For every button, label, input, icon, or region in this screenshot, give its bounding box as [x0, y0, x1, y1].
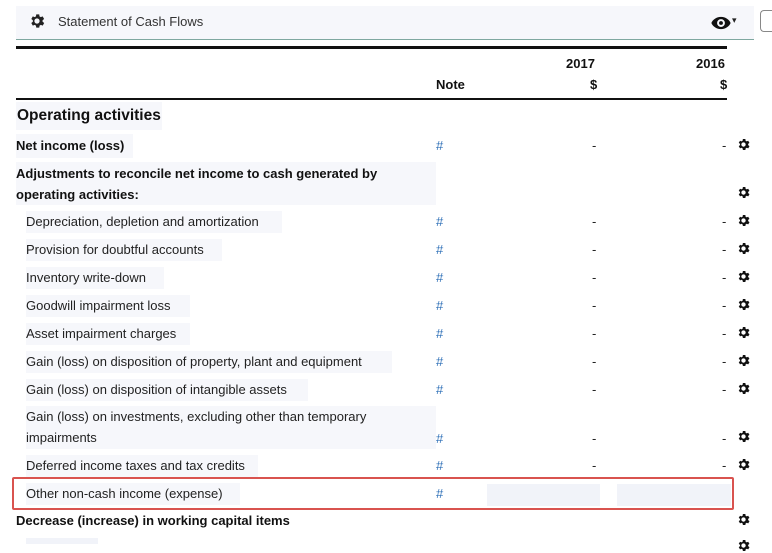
gear-icon[interactable]	[736, 269, 751, 284]
column-year-2016: 2016	[696, 56, 725, 71]
row-asset-impairment-label: Asset impairment charges	[26, 323, 190, 345]
value-2016: -	[722, 431, 727, 446]
value-2016-input[interactable]	[617, 484, 731, 506]
gear-icon[interactable]	[736, 381, 751, 396]
row-other-noncash-label: Other non-cash income (expense)	[26, 483, 240, 505]
value-2017: -	[592, 326, 597, 341]
note-link[interactable]: #	[436, 354, 444, 369]
row-goodwill-impairment-label: Goodwill impairment loss	[26, 295, 190, 317]
next-row-label-stub	[26, 538, 98, 544]
row-gain-investments-label: Gain (loss) on investments, excluding ot…	[26, 406, 436, 449]
section-operating-activities: Operating activities	[16, 102, 162, 130]
note-link[interactable]: #	[436, 242, 444, 257]
gear-icon[interactable]	[736, 325, 751, 340]
column-year-2017: 2017	[566, 56, 595, 71]
value-2016: -	[722, 270, 727, 285]
selected-row-highlight	[12, 477, 734, 510]
row-deferred-taxes-label: Deferred income taxes and tax credits	[26, 455, 258, 477]
note-link[interactable]: #	[436, 382, 444, 397]
value-2017: -	[592, 354, 597, 369]
row-doubtful-accounts-label: Provision for doubtful accounts	[26, 239, 222, 261]
value-2016: -	[722, 298, 727, 313]
comment-panel-icon[interactable]	[760, 10, 772, 32]
value-2017-input[interactable]	[487, 484, 600, 506]
gear-icon[interactable]	[736, 185, 751, 200]
gear-icon[interactable]	[736, 457, 751, 472]
column-note: Note	[436, 77, 465, 92]
row-inventory-writedown-label: Inventory write-down	[26, 267, 164, 289]
gear-icon[interactable]	[736, 512, 751, 527]
value-2016: -	[722, 242, 727, 257]
value-2017: -	[592, 242, 597, 257]
gear-icon[interactable]	[736, 241, 751, 256]
table-top-rule	[16, 46, 727, 49]
value-2016: -	[722, 326, 727, 341]
value-2017: -	[592, 138, 597, 153]
page-title: Statement of Cash Flows	[58, 14, 204, 29]
statement-header: Statement of Cash Flows ▾	[16, 6, 754, 40]
note-link[interactable]: #	[436, 214, 444, 229]
value-2017: -	[592, 382, 597, 397]
column-unit-2017: $	[590, 77, 598, 92]
working-capital-heading: Decrease (increase) in working capital i…	[16, 513, 290, 528]
gear-icon[interactable]	[736, 429, 751, 444]
value-2017: -	[592, 298, 597, 313]
value-2016: -	[722, 138, 727, 153]
row-depreciation-label: Depreciation, depletion and amortization	[26, 211, 282, 233]
note-link[interactable]: #	[436, 458, 444, 473]
note-link[interactable]: #	[436, 138, 444, 153]
note-link[interactable]: #	[436, 486, 444, 501]
adjustments-heading: Adjustments to reconcile net income to c…	[16, 162, 436, 205]
gear-icon[interactable]	[736, 137, 751, 152]
gear-icon[interactable]	[736, 353, 751, 368]
gear-icon[interactable]	[736, 538, 751, 553]
value-2017: -	[592, 214, 597, 229]
gear-icon[interactable]	[28, 12, 46, 30]
note-link[interactable]: #	[436, 298, 444, 313]
view-dropdown-caret[interactable]: ▾	[732, 15, 737, 25]
gear-icon[interactable]	[736, 297, 751, 312]
row-gain-intangible-label: Gain (loss) on disposition of intangible…	[26, 379, 308, 401]
value-2017: -	[592, 458, 597, 473]
value-2016: -	[722, 382, 727, 397]
note-link[interactable]: #	[436, 326, 444, 341]
note-link[interactable]: #	[436, 431, 444, 446]
value-2016: -	[722, 458, 727, 473]
value-2016: -	[722, 214, 727, 229]
column-unit-2016: $	[720, 77, 728, 92]
eye-icon[interactable]	[710, 16, 732, 30]
note-link[interactable]: #	[436, 270, 444, 285]
value-2017: -	[592, 431, 597, 446]
header-rule	[16, 98, 727, 100]
value-2016: -	[722, 354, 727, 369]
row-net-income-label: Net income (loss)	[16, 134, 133, 158]
row-gain-ppe-label: Gain (loss) on disposition of property, …	[26, 351, 392, 373]
value-2017: -	[592, 270, 597, 285]
gear-icon[interactable]	[736, 213, 751, 228]
